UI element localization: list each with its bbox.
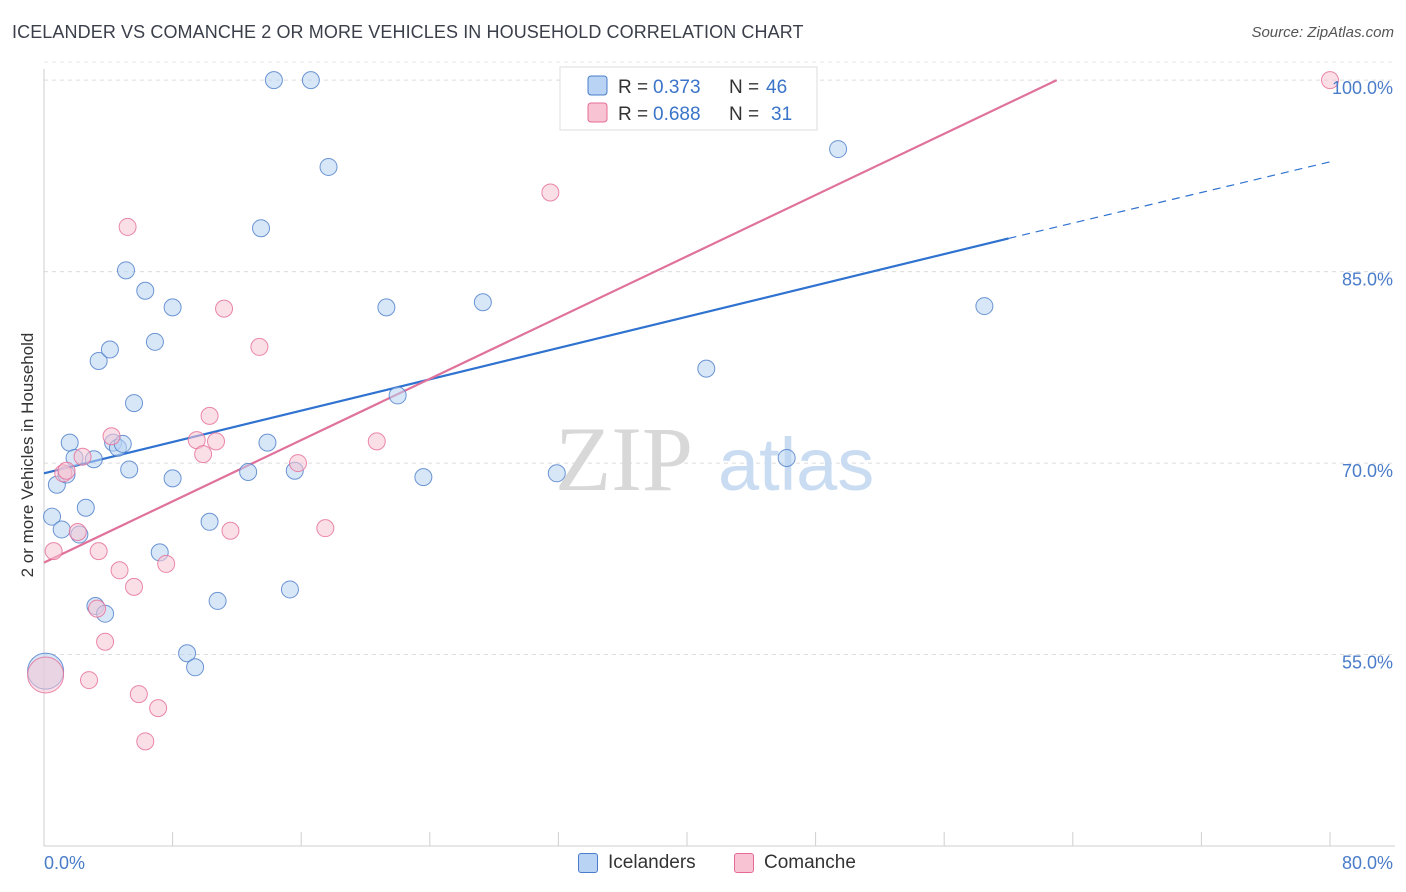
icelanders-point-19 <box>125 394 144 413</box>
icelanders-point-44 <box>829 140 848 159</box>
icelanders-point-35 <box>301 71 320 90</box>
legend-r-value-1: 0.373 <box>653 77 701 98</box>
icelanders-point-32 <box>264 71 283 90</box>
icelanders-point-41 <box>547 464 566 483</box>
icelanders-point-42 <box>697 359 716 378</box>
icelanders-point-3 <box>52 520 71 539</box>
icelanders-swatch <box>578 853 598 873</box>
comanche-point-19 <box>194 445 213 464</box>
x-tick-label-0: 0.0% <box>44 853 85 873</box>
icelanders-point-37 <box>377 298 396 317</box>
legend: R = 0.373 N = 46 R = 0.688 N = 31 <box>559 66 818 131</box>
comanche-point-3 <box>57 461 76 480</box>
legend-r-value-2: 0.688 <box>653 104 701 125</box>
icelanders-point-11 <box>89 351 108 370</box>
comanche-point-0 <box>27 656 65 694</box>
watermark-atlas: atlas <box>718 423 874 506</box>
x-tick-label-1: 80.0% <box>1342 853 1393 873</box>
legend-n-value-1: 46 <box>766 77 787 98</box>
y-tick-label-2: 85.0% <box>1342 270 1393 290</box>
icelanders-point-33 <box>280 580 299 599</box>
icelanders-point-18 <box>120 460 139 479</box>
trend-lines <box>43 79 1331 564</box>
comanche-point-16 <box>149 699 168 718</box>
icelanders-point-26 <box>186 658 205 677</box>
comanche-point-15 <box>136 732 155 751</box>
comanche-point-25 <box>288 454 307 473</box>
comanche-point-4 <box>68 523 87 541</box>
watermark: ZIP atlas <box>555 408 874 510</box>
bottom-legend: Icelanders Comanche <box>0 852 1406 878</box>
icelanders-point-38 <box>388 386 407 405</box>
icelanders-point-31 <box>258 433 277 452</box>
comanche-point-9 <box>96 632 115 651</box>
comanche-point-13 <box>125 577 144 596</box>
legend-swatch-comanche <box>587 102 608 123</box>
axes <box>43 69 1395 847</box>
legend-n-label-1: N = <box>729 77 759 98</box>
comanche-point-10 <box>102 427 121 446</box>
comanche-point-6 <box>80 671 99 690</box>
comanche-point-20 <box>200 406 219 425</box>
comanche-point-22 <box>215 299 234 318</box>
comanche-point-30 <box>1321 71 1339 90</box>
bottom-legend-label-icelanders: Icelanders <box>608 852 696 873</box>
comanche-trend-line <box>43 79 1058 564</box>
bottom-legend-comanche: Comanche <box>734 852 856 874</box>
icelanders-point-40 <box>473 293 492 312</box>
icelanders-point-30 <box>252 219 271 238</box>
bottom-legend-icelanders: Icelanders <box>578 852 696 874</box>
comanche-point-28 <box>541 183 560 202</box>
comanche-point-8 <box>89 542 108 561</box>
legend-swatch-icelanders <box>587 75 608 96</box>
icelanders-trend-extension <box>1008 161 1331 240</box>
comanche-point-24 <box>250 337 269 356</box>
icelanders-point-5 <box>60 433 79 452</box>
icelanders-point-45 <box>975 297 994 316</box>
comanche-point-26 <box>316 519 335 538</box>
icelanders-point-25 <box>178 644 197 663</box>
y-tick-label-3: 100.0% <box>1332 78 1393 98</box>
comanche-point-14 <box>129 685 148 704</box>
legend-n-label-2: N = <box>729 104 759 125</box>
icelanders-point-21 <box>145 332 164 351</box>
icelanders-point-8 <box>76 498 95 517</box>
y-tick-label-0: 55.0% <box>1342 653 1393 673</box>
bottom-legend-label-comanche: Comanche <box>764 852 856 873</box>
comanche-point-1 <box>44 542 63 561</box>
comanche-point-23 <box>221 521 240 540</box>
comanche-swatch <box>734 853 754 873</box>
y-tick-label-1: 70.0% <box>1342 461 1393 481</box>
comanche-point-5 <box>73 447 92 466</box>
icelanders-point-27 <box>200 512 219 531</box>
icelanders-point-36 <box>319 157 338 176</box>
grid-lines <box>44 61 1395 656</box>
chart-title: ICELANDER VS COMANCHE 2 OR MORE VEHICLES… <box>12 22 804 42</box>
comanche-point-7 <box>88 599 107 618</box>
watermark-zip: ZIP <box>555 408 693 510</box>
icelanders-point-24 <box>163 298 182 317</box>
icelanders-trend-line <box>43 237 1009 475</box>
icelanders-point-13 <box>100 340 119 359</box>
icelanders-point-28 <box>208 591 227 610</box>
icelanders-point-1 <box>43 507 62 526</box>
comanche-point-11 <box>110 561 129 580</box>
legend-r-label-2: R = <box>618 104 648 125</box>
comanche-point-17 <box>157 554 176 573</box>
icelanders-point-39 <box>414 468 433 487</box>
comanche-point-12 <box>118 217 137 236</box>
source-label: Source: ZipAtlas.com <box>1251 24 1394 41</box>
legend-n-value-2: 31 <box>771 104 792 125</box>
comanche-point-21 <box>207 432 226 451</box>
comanche-point-27 <box>367 432 386 451</box>
tick-labels: 55.0% 70.0% 85.0% 100.0% 0.0% 80.0% <box>44 78 1393 873</box>
legend-r-label-1: R = <box>618 77 648 98</box>
icelanders-point-23 <box>163 469 182 488</box>
icelanders-point-43 <box>777 448 796 467</box>
icelanders-point-29 <box>239 463 258 482</box>
icelanders-point-17 <box>116 261 135 280</box>
icelanders-point-20 <box>136 281 155 300</box>
